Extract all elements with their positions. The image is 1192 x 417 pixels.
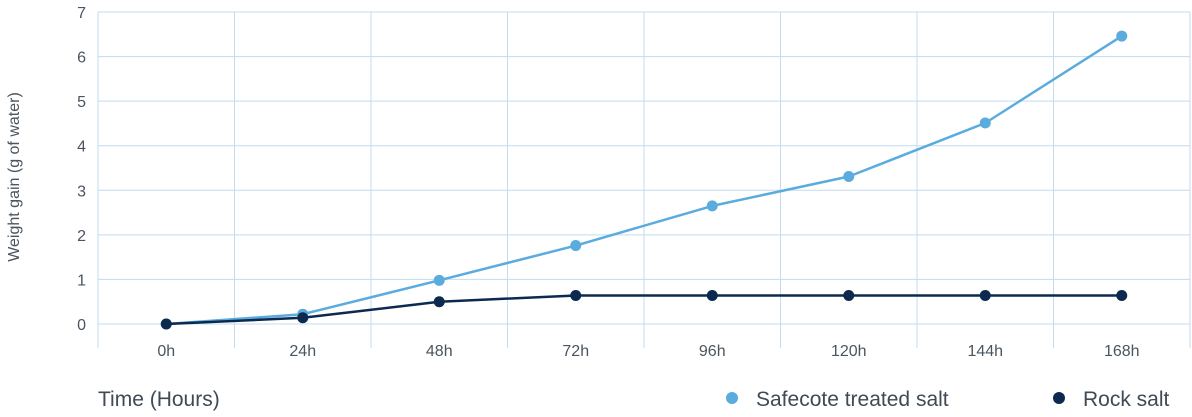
grid [97,11,1191,348]
legend-item: Rock salt [1053,388,1170,411]
y-tick-label: 5 [77,94,86,111]
data-point [979,117,991,129]
data-point [433,296,445,308]
legend-marker [1053,392,1065,404]
data-point [843,289,855,301]
data-point [570,240,582,252]
data-point [706,289,718,301]
series-lines [160,30,1128,330]
y-tick-label: 7 [77,5,86,22]
x-tick-label: 168h [1104,343,1140,360]
data-point [160,318,172,330]
y-tick-label: 0 [77,317,86,334]
x-tick-label: 72h [562,343,589,360]
x-tick-label: 144h [967,343,1003,360]
series-line [166,294,1122,326]
series-2 [160,289,1128,330]
y-tick-label: 4 [77,139,86,156]
legend: Safecote treated salt Rock salt [726,388,1170,411]
legend-label: Rock salt [1083,388,1170,411]
data-point [570,289,582,301]
series-1 [160,30,1128,330]
data-point [706,200,718,212]
series-line [166,35,1123,326]
data-point [433,274,445,286]
y-tick-label: 1 [77,272,86,289]
x-tick-label: 120h [831,343,867,360]
legend-label: Safecote treated salt [756,388,949,411]
data-point [297,312,309,324]
y-tick-label: 6 [77,50,86,67]
data-point [843,170,855,182]
data-point [1116,30,1128,42]
x-axis-ticks: 0h 24h 48h 72h 96h 120h 144h 168h [157,343,1139,360]
x-tick-label: 24h [289,343,316,360]
x-tick-label: 48h [426,343,453,360]
y-tick-label: 2 [77,228,86,245]
legend-marker [726,392,738,404]
data-point [979,289,991,301]
x-tick-label: 0h [157,343,175,360]
x-tick-label: 96h [699,343,726,360]
y-axis-label: Weight gain (g of water) [6,92,23,262]
x-axis-label: Time (Hours) [98,388,220,411]
y-tick-label: 3 [77,183,86,200]
data-point [1116,289,1128,301]
y-axis-ticks: 0 1 2 3 4 5 6 7 [77,5,86,334]
legend-item: Safecote treated salt [726,388,949,411]
